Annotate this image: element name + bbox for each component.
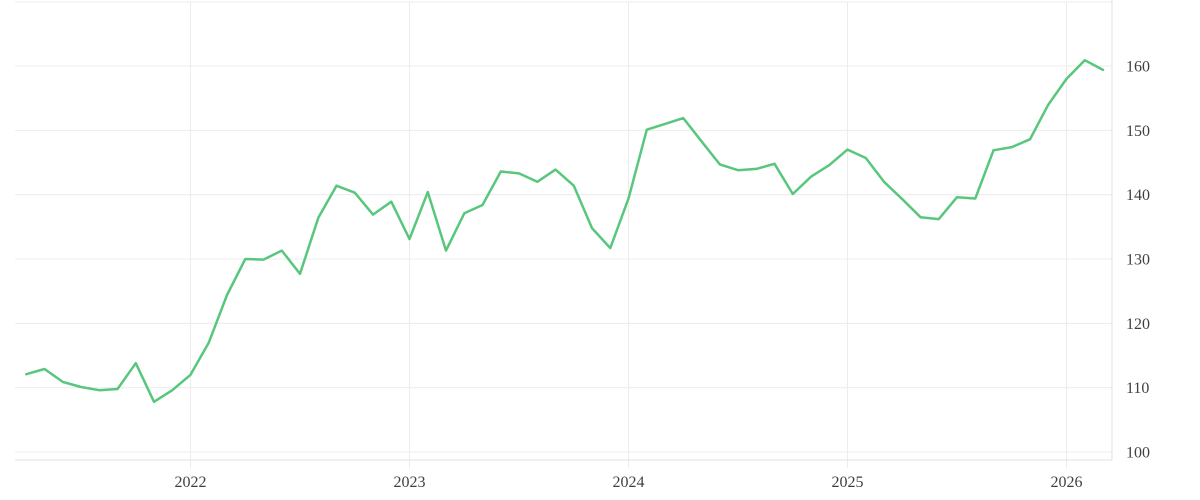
vertical-gridlines (190, 2, 1067, 468)
x-tick-label: 2023 (394, 474, 426, 491)
y-tick-label: 100 (1126, 445, 1150, 462)
x-tick-label: 2025 (832, 474, 864, 491)
y-tick-label: 140 (1126, 187, 1150, 204)
y-tick-label: 150 (1126, 123, 1150, 140)
y-tick-label: 120 (1126, 316, 1150, 333)
axis-lines (15, 0, 1113, 461)
y-tick-label: 130 (1126, 252, 1150, 269)
horizontal-gridlines (15, 1, 1112, 453)
y-axis-labels: 100 110 120 130 140 150 160 (1126, 59, 1150, 462)
price-line-series (25, 58, 1105, 404)
x-axis-labels: 2022 2023 2024 2025 2026 (175, 474, 1083, 491)
y-tick-label: 110 (1126, 380, 1149, 397)
x-tick-label: 2026 (1051, 474, 1083, 491)
y-tick-label: 160 (1126, 59, 1150, 76)
x-tick-label: 2024 (613, 474, 645, 491)
price-line (25, 58, 1105, 404)
x-tick-label: 2022 (175, 474, 207, 491)
